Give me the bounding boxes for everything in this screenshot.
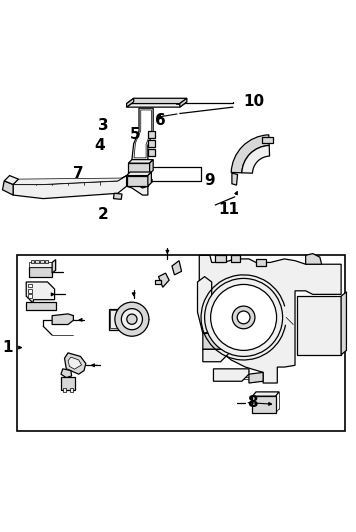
Bar (28, 289, 32, 293)
Polygon shape (129, 163, 150, 174)
Text: 10: 10 (244, 94, 265, 109)
Polygon shape (52, 260, 56, 273)
Polygon shape (150, 160, 153, 174)
Bar (29, 267, 52, 277)
Bar (110, 310, 131, 328)
Circle shape (127, 314, 137, 325)
Circle shape (211, 285, 277, 351)
Polygon shape (214, 369, 249, 381)
Polygon shape (61, 369, 72, 378)
Circle shape (115, 302, 149, 336)
Polygon shape (68, 357, 82, 369)
Bar (252, 396, 276, 413)
Text: 7: 7 (73, 167, 84, 181)
Text: 5: 5 (130, 127, 141, 142)
Polygon shape (252, 392, 279, 396)
Polygon shape (129, 160, 153, 163)
Polygon shape (148, 131, 155, 138)
Polygon shape (249, 372, 263, 383)
Polygon shape (341, 292, 346, 355)
Polygon shape (148, 149, 155, 156)
Polygon shape (127, 172, 151, 176)
Bar (28, 294, 32, 298)
Circle shape (121, 309, 142, 330)
Bar (61, 377, 75, 390)
Text: 9: 9 (205, 173, 215, 188)
Text: 4: 4 (95, 138, 105, 153)
Bar (63, 388, 66, 392)
Circle shape (237, 311, 250, 324)
Polygon shape (127, 182, 148, 195)
Polygon shape (13, 176, 127, 185)
Text: 3: 3 (98, 119, 109, 134)
Polygon shape (232, 173, 237, 185)
Bar (28, 284, 32, 287)
Bar (26, 302, 56, 310)
Polygon shape (64, 353, 86, 374)
Bar (29, 262, 52, 267)
Polygon shape (127, 176, 148, 186)
Bar (231, 255, 240, 262)
Polygon shape (306, 254, 321, 264)
Polygon shape (158, 273, 169, 287)
Text: 6: 6 (155, 113, 166, 128)
Polygon shape (148, 172, 151, 186)
Bar (109, 309, 132, 330)
Circle shape (232, 306, 255, 329)
Circle shape (205, 278, 283, 356)
Polygon shape (52, 314, 73, 325)
Bar (262, 137, 273, 143)
Polygon shape (134, 110, 151, 158)
Polygon shape (148, 140, 155, 147)
Bar (155, 280, 161, 284)
Text: 11: 11 (219, 202, 240, 217)
Bar (31, 260, 35, 263)
Text: 1: 1 (2, 340, 13, 355)
Polygon shape (180, 98, 187, 107)
Polygon shape (127, 102, 187, 107)
Bar (36, 260, 39, 263)
Polygon shape (127, 98, 187, 104)
Polygon shape (198, 277, 212, 334)
Polygon shape (203, 350, 231, 362)
Bar (70, 388, 73, 392)
Bar (40, 260, 43, 263)
Bar (215, 255, 226, 262)
Wedge shape (231, 135, 269, 173)
Polygon shape (13, 176, 127, 198)
Bar (297, 296, 341, 355)
Text: 8: 8 (247, 395, 258, 410)
Polygon shape (2, 181, 13, 195)
Polygon shape (114, 193, 122, 200)
Bar (44, 260, 48, 263)
Bar (256, 259, 266, 266)
Polygon shape (132, 108, 153, 160)
Polygon shape (203, 334, 231, 350)
Polygon shape (4, 176, 19, 185)
Polygon shape (198, 255, 341, 383)
Polygon shape (172, 261, 182, 275)
Polygon shape (26, 282, 54, 303)
Wedge shape (242, 145, 269, 173)
Polygon shape (127, 98, 134, 107)
Text: 2: 2 (98, 207, 109, 222)
Bar (17, 255, 345, 431)
